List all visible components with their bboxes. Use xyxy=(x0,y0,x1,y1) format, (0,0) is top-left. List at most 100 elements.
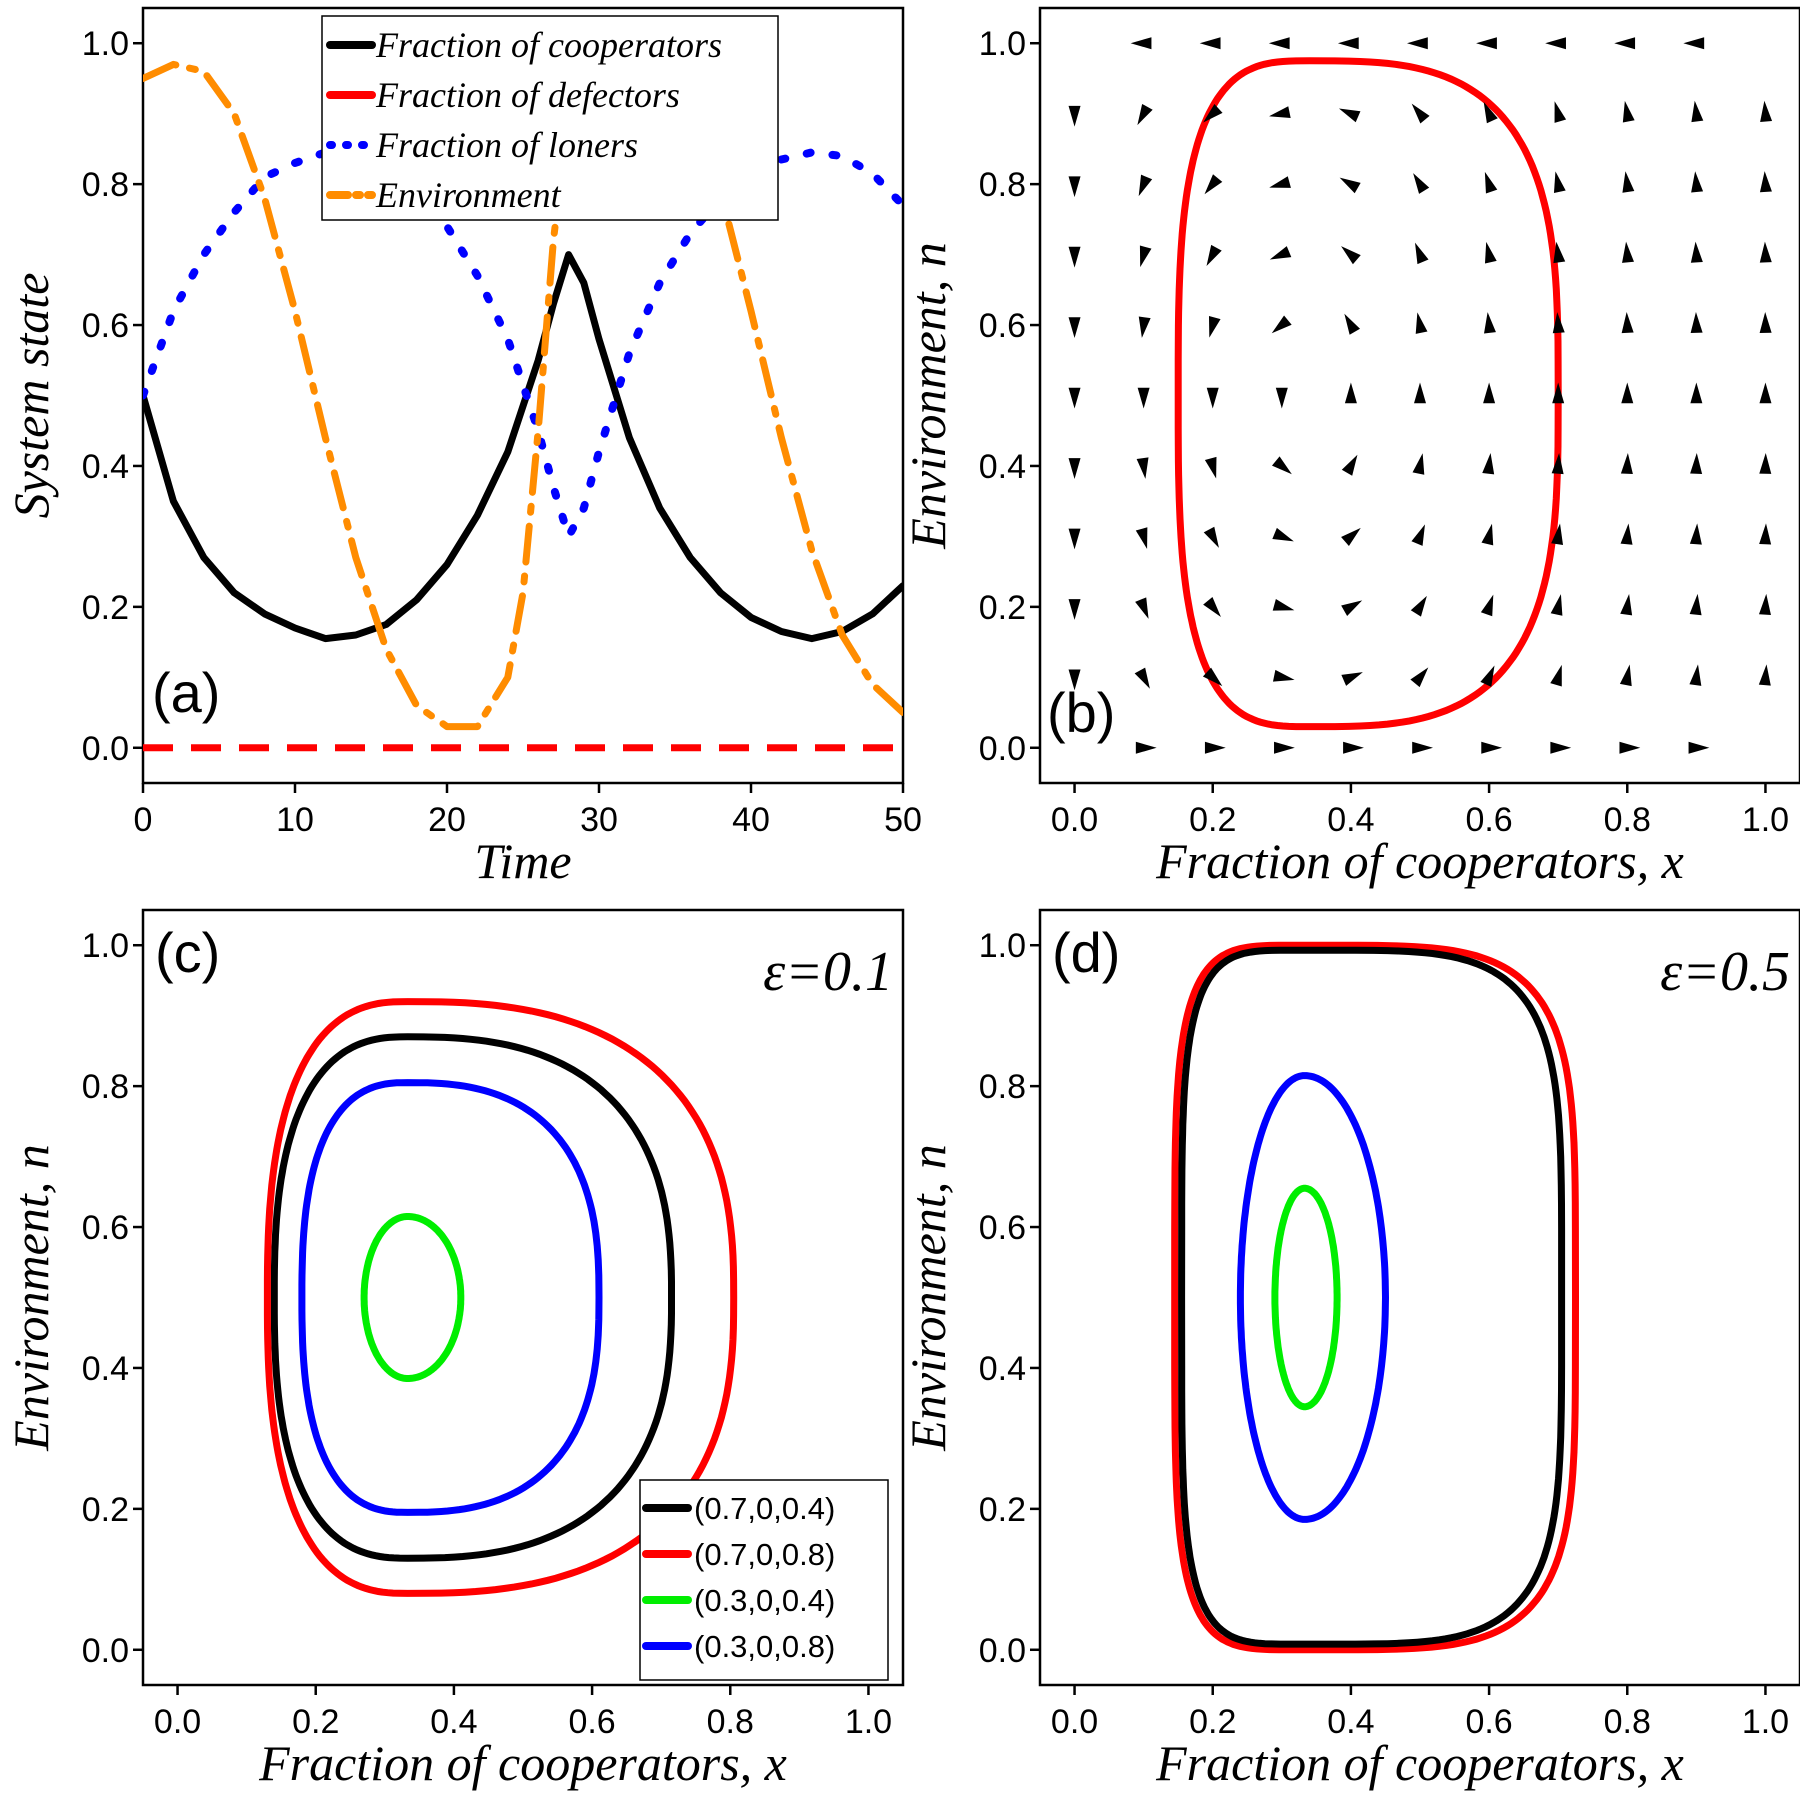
vector-arrow xyxy=(1554,101,1567,123)
vector-arrow xyxy=(1338,108,1361,123)
y-tick-label: 1.0 xyxy=(979,25,1026,63)
vector-arrow xyxy=(1551,452,1564,475)
x-tick-label: 0.6 xyxy=(1465,801,1512,839)
vector-arrow xyxy=(1758,593,1771,616)
vector-arrow xyxy=(1269,176,1291,188)
vector-arrow xyxy=(1689,664,1702,686)
vector-arrow xyxy=(1137,387,1150,409)
y-tick-label: 0.0 xyxy=(82,730,129,768)
vector-arrow xyxy=(1341,246,1361,265)
x-tick-label: 0.2 xyxy=(292,1703,339,1741)
legend-box xyxy=(321,15,779,221)
vector-arrow xyxy=(1411,103,1430,124)
legend-label-3: (0.3,0,0.8) xyxy=(694,1629,835,1664)
vector-arrow xyxy=(1130,37,1152,50)
y-tick-label: 1.0 xyxy=(979,927,1026,965)
arrow-field xyxy=(1068,37,1773,754)
x-axis-title: Fraction of cooperators, x xyxy=(1155,1735,1684,1791)
vector-arrow xyxy=(1407,37,1428,50)
vector-arrow xyxy=(1481,741,1503,754)
panel-label: (c) xyxy=(155,921,220,984)
vector-arrow xyxy=(1691,171,1704,193)
x-tick-label: 0.2 xyxy=(1189,801,1236,839)
vector-arrow xyxy=(1203,526,1219,548)
panel-c: 0.0 0.2 0.4 0.6 0.8 1.0 0.0 0.2 0.4 0.6 0.8 1.0 Frac… xyxy=(3,908,905,1791)
vector-arrow xyxy=(1620,523,1633,545)
vector-arrow xyxy=(1199,37,1221,50)
y-tick-label: 0.6 xyxy=(979,1209,1026,1247)
x-tick-label: 0.4 xyxy=(1327,1703,1374,1741)
vector-arrow xyxy=(1621,312,1634,334)
panel-label: (d) xyxy=(1052,921,1120,984)
y-axis-title: System state xyxy=(3,273,59,519)
x-tick-label: 0.0 xyxy=(154,1703,201,1741)
vector-arrow xyxy=(1337,37,1359,50)
vector-arrow xyxy=(1344,313,1361,335)
vector-arrow xyxy=(1759,312,1772,333)
vector-arrow xyxy=(1759,523,1772,545)
vector-arrow xyxy=(1759,452,1772,474)
x-tick-label: 10 xyxy=(276,801,314,839)
vector-arrow xyxy=(1689,593,1702,616)
vector-arrow xyxy=(1343,741,1364,754)
vector-arrow xyxy=(1760,100,1773,122)
legend-label-2: Fraction of loners xyxy=(375,125,638,165)
vector-arrow xyxy=(1068,599,1081,620)
vector-arrow xyxy=(1614,37,1636,50)
x-tick-label: 40 xyxy=(732,801,770,839)
vector-arrow xyxy=(1204,456,1217,479)
orbit-line-0 xyxy=(1171,941,1580,1654)
y-tick-label: 0.2 xyxy=(979,589,1026,627)
vector-arrow xyxy=(1272,599,1295,611)
y-tick-label: 0.0 xyxy=(82,1632,129,1670)
x-axis-title: Fraction of cooperators, x xyxy=(1155,833,1684,889)
vector-arrow xyxy=(1204,741,1226,754)
panel-b: 0.0 0.2 0.4 0.6 0.8 1.0 0.0 0.2 0.4 0.6 0.8 1.0 Frac… xyxy=(900,6,1800,889)
vector-arrow xyxy=(1274,741,1295,754)
vector-arrow xyxy=(1202,667,1223,687)
legend-label-1: Fraction of defectors xyxy=(375,75,680,115)
vector-arrow xyxy=(1068,317,1081,339)
vector-arrow xyxy=(1412,741,1433,754)
series-line-3 xyxy=(143,39,903,731)
vector-arrow xyxy=(1341,454,1358,476)
vector-arrow xyxy=(1341,600,1363,616)
vector-arrow xyxy=(1344,382,1357,404)
legend-c: (0.7,0,0.4) (0.7,0,0.8) (0.3,0,0.4) (0.3,0,… xyxy=(639,1479,889,1681)
vector-arrow xyxy=(1411,524,1425,546)
vector-arrow xyxy=(1481,523,1494,546)
vector-arrow xyxy=(1483,382,1496,404)
vector-arrow xyxy=(1139,245,1152,268)
vector-arrow xyxy=(1484,241,1497,264)
y-axis-title: Environment, n xyxy=(3,1144,59,1451)
vector-arrow xyxy=(1484,312,1496,334)
epsilon-annotation: ε=0.5 xyxy=(1660,941,1790,1003)
vector-arrow xyxy=(1690,241,1703,263)
x-tick-label: 1.0 xyxy=(1742,1703,1789,1741)
y-tick-label: 0.6 xyxy=(82,1209,129,1247)
y-tick-label: 0.8 xyxy=(82,166,129,204)
vector-arrow xyxy=(1552,312,1565,334)
x-tick-label: 30 xyxy=(580,801,618,839)
legend-label-2: (0.3,0,0.4) xyxy=(694,1583,835,1618)
vector-arrow xyxy=(1135,741,1157,754)
vector-arrow xyxy=(1551,523,1564,545)
vector-arrow xyxy=(1138,316,1151,338)
vector-arrow xyxy=(1138,174,1153,197)
x-tick-label: 0 xyxy=(134,801,153,839)
x-tick-label: 0.8 xyxy=(1604,1703,1651,1741)
orbit-line-3 xyxy=(298,1079,603,1516)
y-tick-label: 0.6 xyxy=(979,307,1026,345)
vector-arrow xyxy=(1688,741,1710,754)
y-tick-label: 0.8 xyxy=(979,166,1026,204)
vector-arrow xyxy=(1552,382,1565,404)
vector-arrow xyxy=(1068,176,1081,198)
vector-arrow xyxy=(1482,453,1495,475)
vector-arrow xyxy=(1068,105,1081,127)
vector-arrow xyxy=(1621,382,1634,404)
vector-arrow xyxy=(1689,523,1702,545)
vector-arrow xyxy=(1135,597,1149,619)
x-tick-label: 50 xyxy=(884,801,922,839)
vector-arrow xyxy=(1483,101,1498,124)
